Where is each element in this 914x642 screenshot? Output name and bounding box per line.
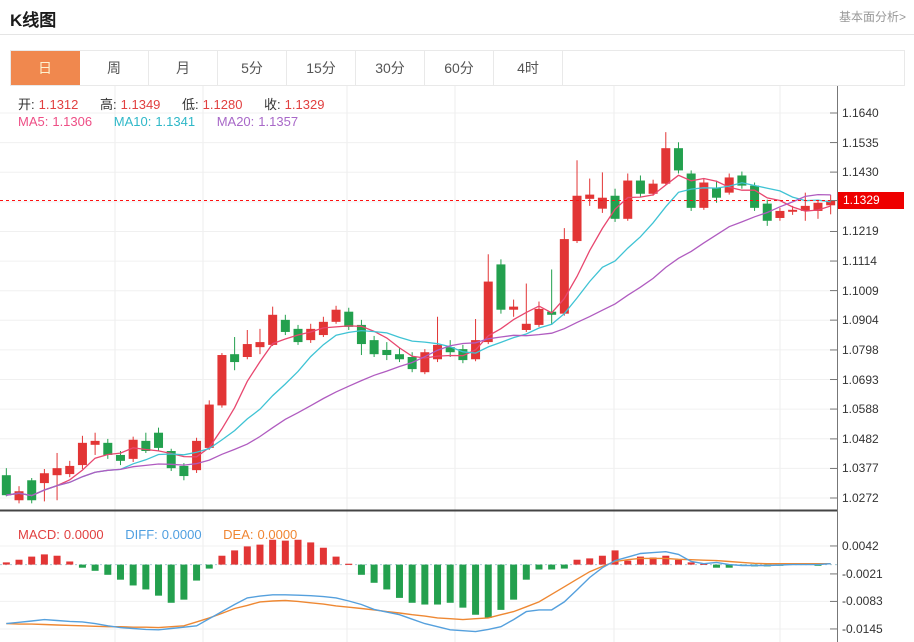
price-axis-label: 1.0693 [842, 372, 879, 387]
close-label: 收: [264, 97, 281, 112]
price-axis-label: 1.1009 [842, 283, 879, 298]
low-label: 低: [182, 97, 199, 112]
high-value: 1.1349 [120, 97, 161, 112]
tab-month[interactable]: 月 [149, 51, 218, 85]
open-value: 1.1312 [38, 97, 79, 112]
macd-axis-label: -0.0145 [842, 621, 883, 636]
ma20-value: 1.1357 [258, 114, 299, 129]
price-axis-label: 1.1640 [842, 106, 879, 120]
open-label: 开: [18, 97, 35, 112]
price-axis-label: 1.0904 [842, 313, 879, 328]
macd-axis-label: 0.0042 [842, 538, 879, 553]
dea-value: 0.0000 [257, 527, 298, 542]
price-axis-label: 1.0377 [842, 461, 879, 476]
kline-chart[interactable] [0, 86, 914, 642]
price-axis-label: 1.1219 [842, 224, 879, 239]
page-title: K线图 [10, 11, 57, 30]
price-axis-label: 1.0272 [842, 491, 879, 505]
fundamental-analysis-link[interactable]: 基本面分析> [838, 10, 906, 24]
price-axis-label: 1.1430 [842, 165, 879, 180]
diff-label: DIFF: [125, 527, 158, 542]
macd-axis-label: -0.0083 [842, 594, 883, 609]
tab-5min[interactable]: 5分 [218, 51, 287, 85]
low-value: 1.1280 [202, 97, 243, 112]
tab-4hour[interactable]: 4时 [494, 51, 563, 85]
macd-value: 0.0000 [63, 527, 104, 542]
macd-row: MACD: 0.0000 DIFF: 0.0000 DEA: 0.0000 [18, 527, 301, 542]
price-axis-label: 1.1535 [842, 135, 879, 150]
macd-label: MACD: [18, 527, 60, 542]
ma5-value: 1.1306 [52, 114, 93, 129]
tab-30min[interactable]: 30分 [356, 51, 425, 85]
tab-day[interactable]: 日 [11, 51, 80, 85]
close-value: 1.1329 [284, 97, 325, 112]
tab-15min[interactable]: 15分 [287, 51, 356, 85]
ma20-label: MA20: [216, 114, 255, 129]
current-price-badge: 1.1329 [838, 192, 904, 210]
price-axis-label: 1.0482 [842, 431, 879, 446]
price-axis-label: 1.0798 [842, 342, 879, 357]
dea-label: DEA: [223, 527, 254, 542]
ohlc-row: 开: 1.1312 高: 1.1349 低: 1.1280 收: 1.1329 [18, 94, 328, 113]
high-label: 高: [100, 97, 117, 112]
diff-value: 0.0000 [161, 527, 202, 542]
ma5-label: MA5: [18, 114, 49, 129]
ma10-label: MA10: [113, 114, 152, 129]
macd-axis-label: -0.0021 [842, 566, 883, 581]
period-tabbar: 日 周 月 5分 15分 30分 60分 4时 [10, 50, 905, 86]
ma-row: MA5: 1.1306 MA10: 1.1341 MA20: 1.1357 [18, 114, 302, 129]
header: K线图 基本面分析> [0, 0, 914, 35]
price-axis-label: 1.1114 [842, 254, 877, 269]
price-axis-label: 1.0588 [842, 402, 879, 417]
ma10-value: 1.1341 [155, 114, 196, 129]
tab-week[interactable]: 周 [80, 51, 149, 85]
tab-60min[interactable]: 60分 [425, 51, 494, 85]
